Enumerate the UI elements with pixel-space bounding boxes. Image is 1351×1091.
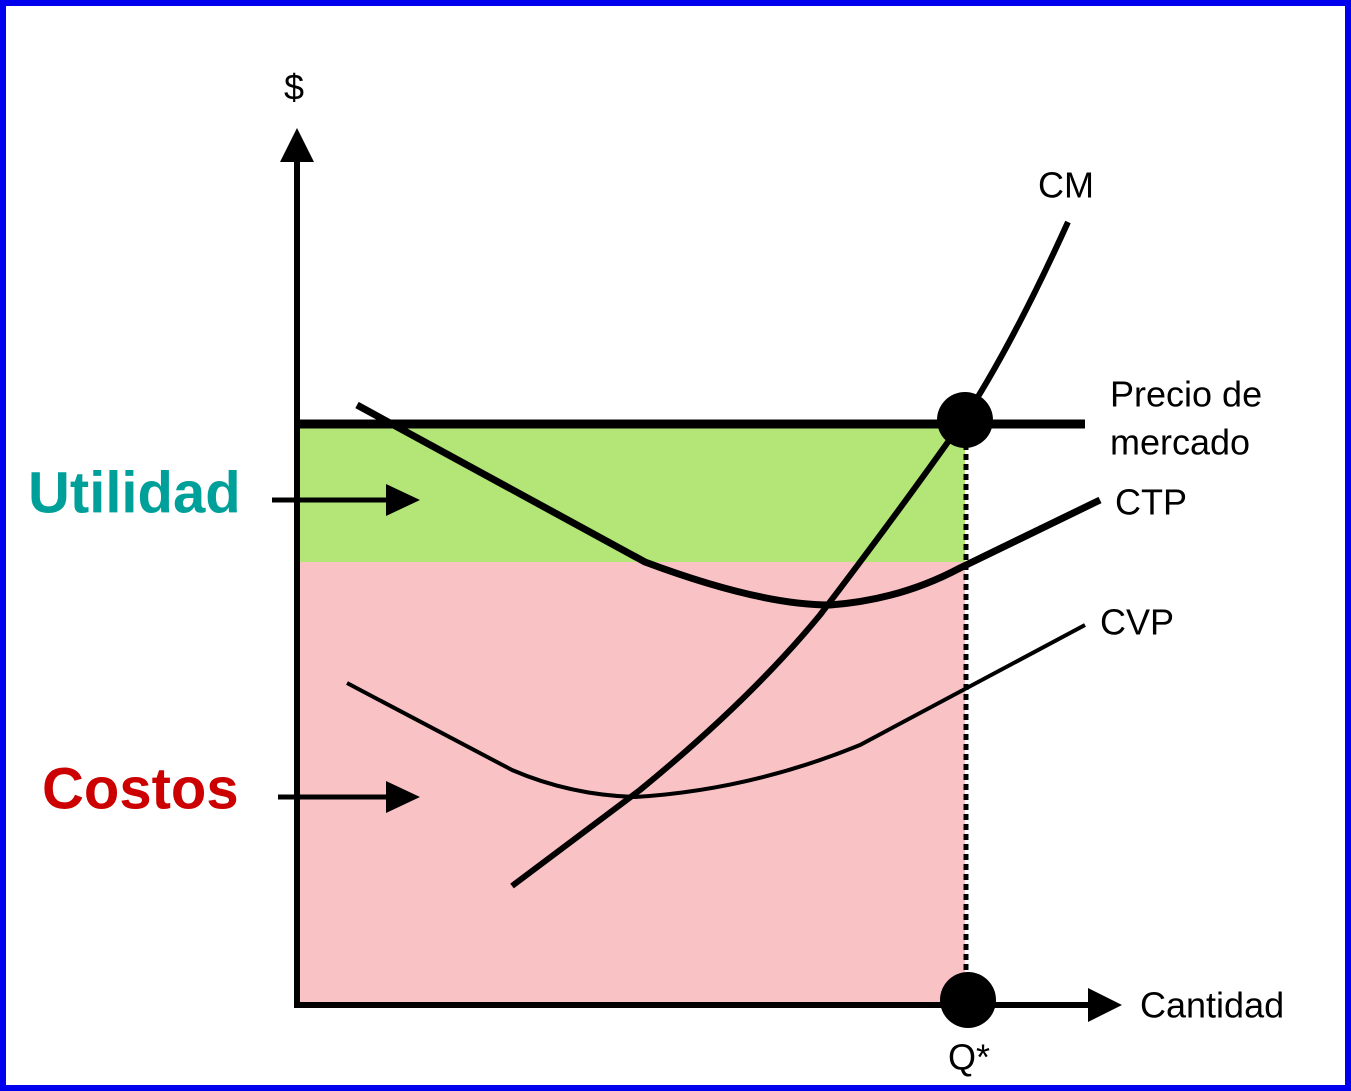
cm-label: CM <box>1038 165 1094 206</box>
y-label: $ <box>284 67 304 108</box>
cm-curve <box>510 220 1071 889</box>
profit-label: Utilidad <box>28 460 241 525</box>
cost-label: Costos <box>42 756 239 821</box>
ctp-label: CTP <box>1115 482 1187 523</box>
x-arrow <box>1088 988 1122 1022</box>
cost-arrowhead <box>386 781 420 813</box>
equilibrium-dot <box>937 392 993 448</box>
quantity-label: Q* <box>948 1037 990 1078</box>
cvp-curve <box>346 623 1086 800</box>
quantity-dot <box>940 972 996 1028</box>
x-label: Cantidad <box>1140 985 1284 1026</box>
profit-arrowhead <box>386 484 420 516</box>
price-label: mercado <box>1110 422 1250 463</box>
price-label: Precio de <box>1110 374 1262 415</box>
cost-area <box>300 562 965 1003</box>
cvp-label: CVP <box>1100 602 1174 643</box>
y-arrow <box>280 128 314 162</box>
